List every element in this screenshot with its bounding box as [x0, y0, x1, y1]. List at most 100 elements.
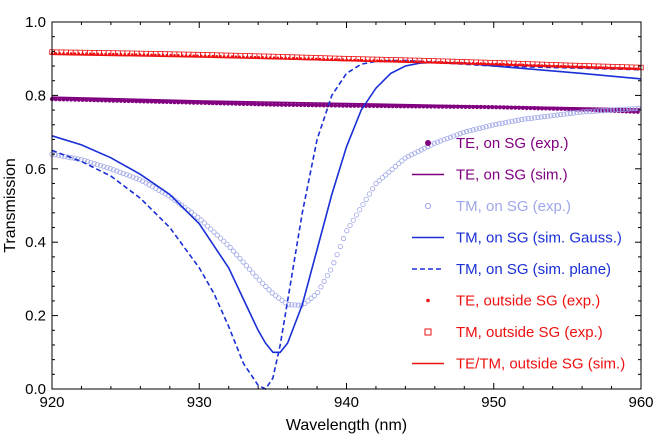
data-point: [574, 109, 580, 116]
data-point: [583, 109, 590, 115]
data-point: [263, 283, 269, 290]
y-tick-label: 0.6: [25, 161, 46, 178]
data-point: [434, 139, 441, 145]
data-point: [353, 212, 360, 218]
y-axis-title: Transmission: [2, 158, 19, 253]
data-point: [127, 173, 133, 179]
data-point: [287, 102, 292, 107]
data-point: [256, 102, 261, 107]
data-point: [208, 226, 214, 232]
data-point: [321, 278, 327, 284]
data-point: [570, 110, 577, 116]
data-point: [104, 165, 110, 171]
data-point: [222, 101, 227, 106]
data-point: [214, 232, 220, 238]
legend-label: TM, on SG (exp.): [456, 198, 571, 215]
data-point: [337, 103, 342, 108]
data-point: [347, 222, 353, 229]
data-point: [396, 161, 402, 167]
data-point: [577, 109, 583, 115]
data-point: [532, 115, 538, 121]
data-point: [252, 102, 258, 107]
data-point: [250, 270, 256, 276]
data-point: [590, 108, 596, 114]
data-point: [198, 217, 204, 223]
data-point: [431, 140, 437, 147]
data-point: [269, 290, 275, 296]
legend-swatch-marker: [426, 298, 430, 303]
data-point: [629, 106, 635, 112]
data-point: [195, 214, 201, 220]
data-point: [551, 112, 557, 119]
data-point: [188, 209, 194, 215]
data-point: [444, 135, 450, 142]
legend-label: TE/TM, outside SG (sim.): [456, 356, 625, 373]
data-point: [241, 101, 246, 106]
data-point: [172, 197, 178, 203]
legend-item-te-outside-sg-exp: TE, outside SG (exp.): [426, 293, 600, 310]
data-point: [321, 103, 326, 108]
data-point: [218, 101, 223, 106]
data-point: [333, 103, 338, 108]
data-point: [386, 169, 392, 175]
x-tick-label: 920: [39, 394, 64, 411]
data-point: [237, 255, 243, 262]
data-point: [375, 103, 380, 109]
data-point: [130, 174, 136, 180]
data-point: [473, 126, 479, 132]
data-point: [587, 108, 593, 115]
data-point: [88, 159, 94, 166]
legend-item-tm-on-sg-sim-plane: TM, on SG (sim. plane): [412, 261, 611, 278]
data-point: [356, 103, 361, 108]
data-point: [366, 191, 373, 197]
data-point: [117, 169, 123, 175]
data-point: [360, 201, 366, 208]
data-point: [133, 175, 139, 181]
data-point: [334, 252, 340, 258]
data-point: [580, 109, 586, 115]
y-tick-label: 1.0: [25, 14, 46, 31]
data-point: [329, 103, 334, 108]
data-point: [389, 166, 395, 172]
data-point: [271, 102, 277, 107]
data-point: [460, 129, 467, 136]
data-point: [606, 107, 612, 113]
legend-label: TE, outside SG (exp.): [456, 293, 600, 310]
series-te-on-sg-sim: [51, 96, 642, 110]
data-point: [464, 128, 470, 135]
data-point: [191, 212, 198, 218]
data-point: [399, 158, 405, 164]
data-point: [548, 113, 554, 119]
legend-label: TM, on SG (sim. Gauss.): [456, 230, 622, 247]
data-point: [308, 295, 314, 301]
data-point: [567, 110, 573, 116]
data-point: [340, 103, 346, 108]
data-point: [352, 103, 357, 108]
data-point: [266, 287, 272, 293]
data-point: [175, 200, 181, 206]
data-point: [310, 103, 315, 108]
data-point: [283, 102, 288, 107]
data-point: [337, 244, 343, 250]
data-point: [260, 102, 265, 107]
data-point: [227, 244, 233, 251]
data-point: [120, 170, 126, 177]
data-point: [376, 178, 382, 184]
data-point: [632, 106, 638, 112]
legend: TE, on SG (exp.) TE, on SG (sim.) TM, on S…: [412, 135, 625, 373]
legend-item-tm-on-sg-exp: TM, on SG (exp.): [424, 198, 571, 215]
data-point: [256, 277, 262, 283]
data-point: [447, 134, 454, 140]
data-point: [609, 107, 616, 113]
legend-swatch-marker: [424, 202, 432, 210]
data-point: [226, 101, 231, 106]
data-point: [245, 101, 250, 107]
data-point: [541, 114, 548, 120]
data-point: [203, 100, 208, 105]
data-point: [457, 131, 463, 137]
data-point: [477, 125, 483, 131]
data-point: [259, 280, 266, 286]
data-point: [558, 111, 564, 118]
data-point: [603, 107, 609, 114]
